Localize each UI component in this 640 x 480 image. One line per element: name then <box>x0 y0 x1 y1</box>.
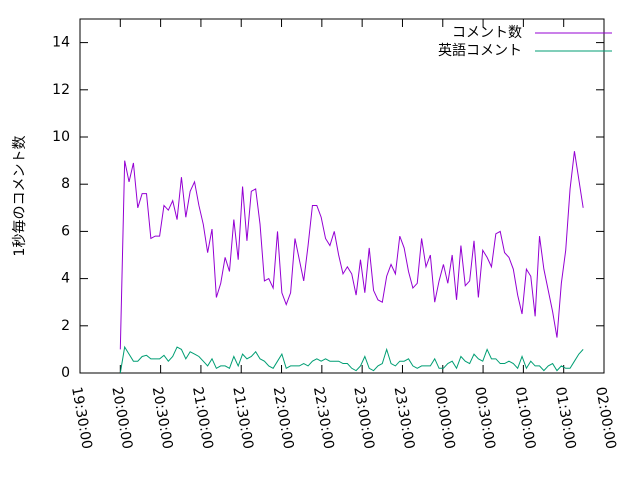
x-tick-label: 20:30:00 <box>149 386 176 451</box>
x-tick-label: 21:30:00 <box>229 386 256 451</box>
x-tick-label: 00:30:00 <box>471 386 498 451</box>
x-tick-label: 00:00:00 <box>431 386 458 451</box>
legend-label: コメント数 <box>452 25 522 41</box>
x-tick-label: 22:30:00 <box>310 386 337 451</box>
x-tick-label: 02:00:00 <box>592 386 619 451</box>
y-tick-label: 2 <box>61 318 70 334</box>
y-tick-label: 14 <box>52 35 70 51</box>
series-line <box>119 151 584 350</box>
legend-label: 英語コメント <box>438 42 522 59</box>
series-line <box>119 345 584 374</box>
x-tick-label: 20:00:00 <box>108 386 135 451</box>
y-axis-label: 1秒毎のコメント数 <box>12 136 28 257</box>
y-tick-label: 6 <box>61 223 70 239</box>
x-tick-label: 23:00:00 <box>350 386 377 451</box>
x-tick-label: 23:30:00 <box>391 386 418 451</box>
x-tick-label: 01:30:00 <box>552 386 579 451</box>
y-tick-label: 12 <box>52 82 70 98</box>
x-tick-label: 01:00:00 <box>512 386 539 451</box>
x-tick-label: 22:00:00 <box>270 386 297 451</box>
y-tick-label: 8 <box>61 176 70 192</box>
y-tick-label: 4 <box>61 271 70 287</box>
plot-frame <box>79 18 605 374</box>
x-tick-label: 19:30:00 <box>68 386 95 451</box>
x-tick-label: 21:00:00 <box>189 386 216 451</box>
y-tick-label: 10 <box>52 129 70 145</box>
y-tick-label: 0 <box>61 365 70 381</box>
